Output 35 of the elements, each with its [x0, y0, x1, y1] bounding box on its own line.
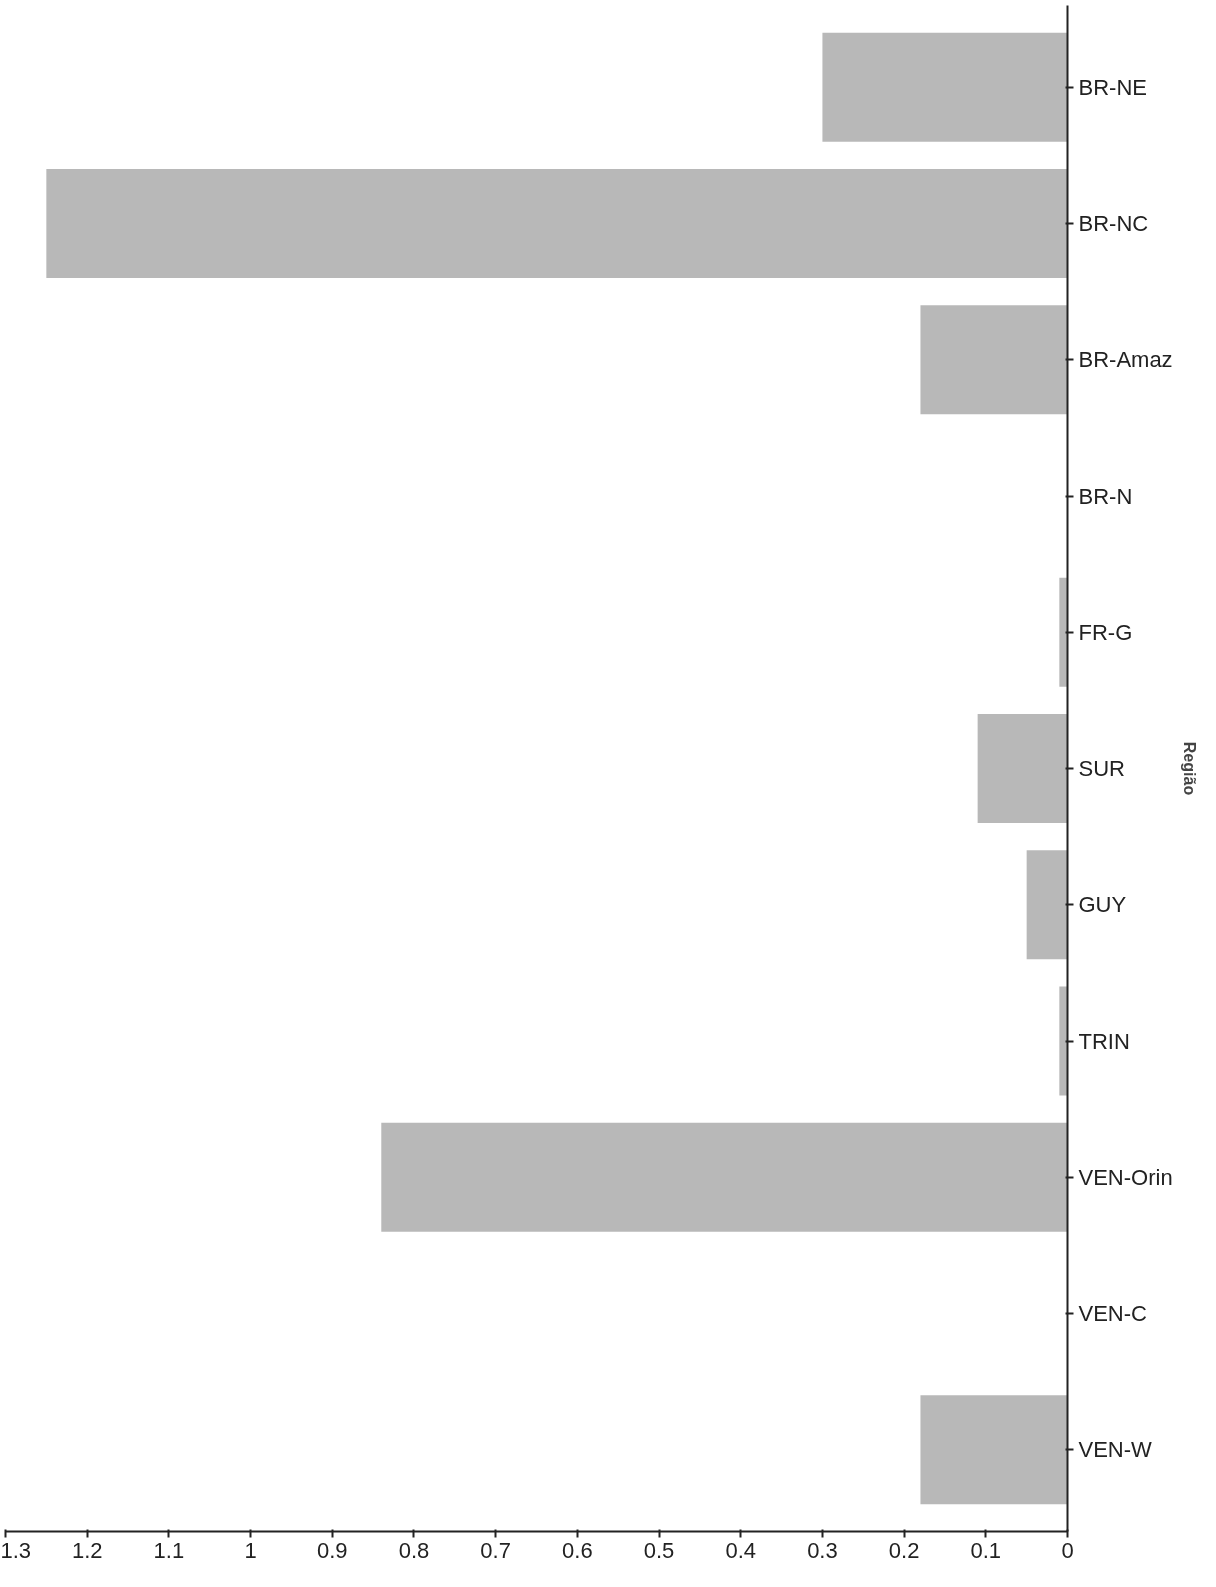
- y-tick-label: BR-NE: [1078, 74, 1147, 100]
- bar: [920, 305, 1068, 415]
- y-tick-label: VEN-Orin: [1078, 1164, 1173, 1190]
- y-tick-label: TRIN: [1078, 1028, 1130, 1054]
- bar: [1026, 850, 1068, 960]
- bar: [1059, 577, 1068, 687]
- bar: [822, 32, 1068, 142]
- y-tick-label: VEN-W: [1078, 1437, 1153, 1463]
- x-tick-label: 0.7: [480, 1537, 511, 1563]
- y-tick-label: GUY: [1078, 892, 1127, 918]
- x-tick-label: 0.6: [562, 1537, 593, 1563]
- y-tick-label: BR-N: [1078, 483, 1133, 509]
- y-tick-label: VEN-C: [1078, 1301, 1148, 1326]
- x-tick-label: 0.3: [807, 1537, 838, 1563]
- y-axis-title: Região: [1180, 741, 1198, 796]
- y-tick-label: FR-G: [1078, 619, 1133, 645]
- bar: [920, 1395, 1068, 1505]
- bar: [46, 169, 1068, 278]
- x-tick-label: 0: [1061, 1537, 1074, 1563]
- y-tick-label: BR-Amaz: [1078, 347, 1173, 373]
- x-tick-label: 1: [244, 1537, 257, 1563]
- x-tick-label: 0.2: [888, 1537, 920, 1563]
- bar: [1059, 986, 1068, 1096]
- x-tick-label: 1.2: [71, 1537, 103, 1563]
- x-tick-label: 0.8: [398, 1537, 430, 1563]
- x-tick-label: 0.9: [316, 1537, 348, 1563]
- x-tick-label: 1.1: [153, 1537, 185, 1563]
- x-tick-label: 0.4: [725, 1537, 757, 1563]
- y-tick-label: BR-NC: [1078, 211, 1149, 236]
- x-tick-label: 1.3: [0, 1537, 32, 1563]
- x-tick-label: 0.5: [643, 1537, 675, 1563]
- bar: [977, 714, 1068, 823]
- bar: [381, 1122, 1068, 1232]
- x-tick-label: 0.1: [970, 1537, 1002, 1563]
- y-tick-label: SUR: [1078, 756, 1125, 781]
